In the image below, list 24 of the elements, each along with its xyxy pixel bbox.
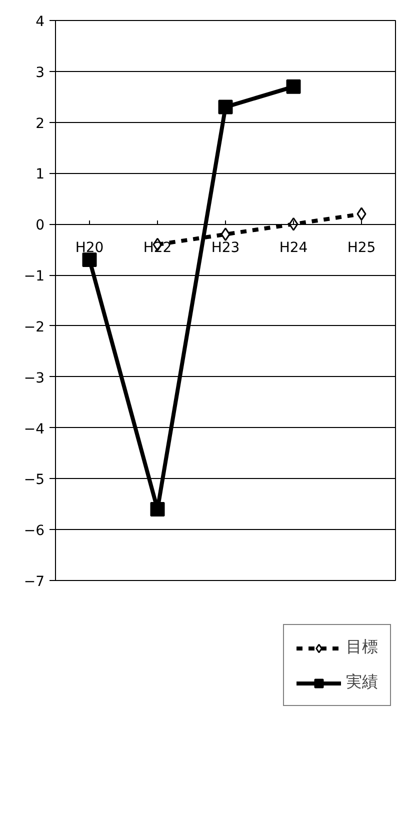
point: [220, 228, 230, 242]
y-tick-label: 0: [36, 218, 45, 234]
point: [150, 502, 165, 516]
x-tick-label: H24: [279, 240, 308, 256]
y-tick-label: −7: [24, 574, 45, 590]
point: [286, 79, 301, 94]
point: [82, 252, 97, 268]
legend-label: 目標: [346, 638, 378, 658]
y-tick-label: −6: [24, 523, 45, 540]
point: [356, 207, 366, 221]
y-tick-label: −3: [24, 370, 45, 386]
x-tick-label: H23: [211, 240, 240, 256]
x-tick-label: H25: [347, 240, 376, 256]
y-tick-label: −4: [24, 421, 45, 438]
legend-label: 実績: [346, 672, 378, 693]
y-tick-label: −2: [24, 319, 45, 336]
y-tick-label: −1: [24, 268, 45, 285]
y-tick-label: 1: [36, 166, 45, 183]
y-tick-label: 3: [36, 64, 45, 81]
y-tick-label: −5: [24, 472, 45, 488]
x-tick-label: H20: [75, 240, 104, 256]
point: [218, 100, 233, 114]
y-tick-label: 4: [36, 14, 45, 30]
y-tick-label: 2: [36, 116, 45, 132]
